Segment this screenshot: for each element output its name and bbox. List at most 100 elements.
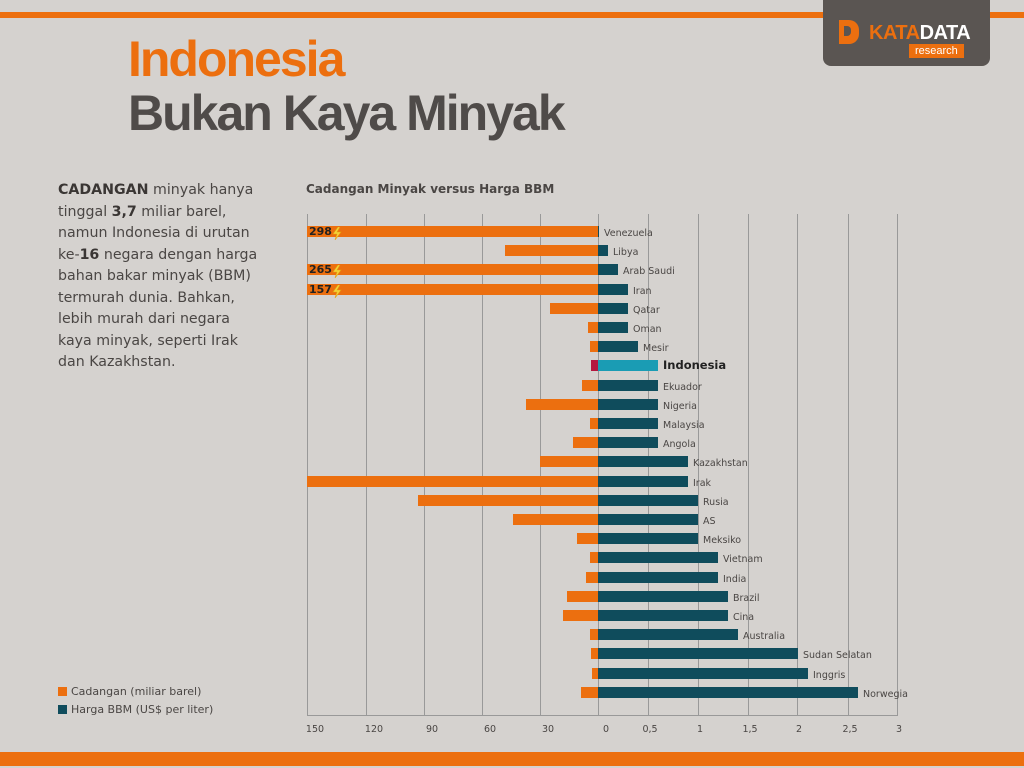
price-bar: [598, 437, 658, 448]
reserve-bar: [549, 303, 598, 314]
price-bar: [598, 495, 698, 506]
category-label: Brazil: [733, 593, 760, 604]
x-tick-label-left: 60: [483, 724, 497, 735]
x-tick-label-right: 0,5: [642, 724, 658, 735]
category-label: AS: [703, 516, 716, 527]
reserve-bar: [307, 284, 598, 295]
price-bar: [598, 284, 628, 295]
intro-paragraph: CADANGAN minyak hanya tinggal 3,7 miliar…: [58, 180, 268, 374]
category-label: Kazakhstan: [693, 458, 748, 469]
category-label: Australia: [743, 631, 786, 642]
legend-item: Harga BBM (US$ per liter): [58, 700, 213, 718]
price-bar: [598, 264, 618, 275]
value-label: 265: [309, 263, 332, 276]
price-bar: [598, 322, 628, 333]
top-accent-bar: [0, 12, 1024, 18]
reserve-bar: [580, 687, 598, 698]
x-tick-label-left: 90: [425, 724, 439, 735]
intro-segment: 16: [79, 246, 100, 263]
intro-segment: miliar barel, namun Indonesia di urutan …: [58, 203, 250, 263]
category-label: Cina: [733, 612, 755, 623]
reserve-bar: [307, 476, 598, 487]
reserve-bar: [526, 399, 598, 410]
price-bar: [598, 591, 728, 602]
category-label: Iran: [633, 286, 652, 297]
page-title-line2: Bukan Kaya Minyak: [128, 85, 566, 141]
bottom-accent-bar: [0, 752, 1024, 766]
x-tick-label-left: 120: [364, 724, 384, 735]
price-bar: [598, 245, 608, 256]
category-label: Irak: [693, 478, 712, 489]
chart-title: Cadangan Minyak versus Harga BBM: [306, 182, 555, 196]
x-tick-label-right: 1: [696, 724, 704, 735]
gridline: [307, 214, 308, 716]
reserve-bar: [307, 226, 598, 237]
x-tick-label-right: 1,5: [742, 724, 758, 735]
price-bar: [598, 303, 628, 314]
logo-brand: KATADATA: [869, 22, 971, 44]
price-bar: [598, 552, 718, 563]
chart-legend: Cadangan (miliar barel) Harga BBM (US$ pe…: [58, 682, 213, 718]
logo-subtitle: research: [909, 44, 964, 58]
axis-break-bolt-icon: [332, 225, 342, 241]
reserve-bar: [590, 418, 598, 429]
category-label: India: [723, 574, 747, 585]
value-label: 157: [309, 283, 332, 296]
price-bar: [598, 648, 798, 659]
price-bar: [598, 456, 688, 467]
reserve-bar: [307, 264, 598, 275]
axis-break-bolt-icon: [332, 263, 342, 279]
reserve-bar: [576, 533, 598, 544]
legend-swatch-icon: [58, 686, 67, 696]
reserve-bar: [590, 341, 598, 352]
reserve-bar: [539, 456, 598, 467]
x-tick-label-right: 3: [895, 724, 903, 735]
gridline: [698, 214, 699, 716]
reserve-bar: [591, 648, 598, 659]
category-label: Inggris: [813, 670, 846, 681]
reserve-bar: [592, 668, 598, 679]
intro-segment: minyak hanya tinggal: [58, 182, 254, 220]
category-label: Sudan Selatan: [803, 650, 872, 661]
price-bar: [598, 514, 698, 525]
legend-label: Harga BBM (US$ per liter): [71, 702, 214, 716]
reserve-bar: [504, 245, 598, 256]
legend-swatch-icon: [58, 704, 67, 714]
category-label: Nigeria: [663, 401, 697, 412]
category-label: Vietnam: [723, 554, 763, 565]
value-label: 298: [309, 225, 332, 238]
gridline: [748, 214, 749, 716]
price-bar: [598, 629, 738, 640]
intro-segment: negara dengan harga bahan bakar minyak (…: [58, 246, 258, 371]
gridline: [424, 214, 425, 716]
price-bar: [598, 476, 688, 487]
page-title-line1: Indonesia: [128, 31, 345, 87]
category-label: Rusia: [703, 497, 729, 508]
gridline: [366, 214, 367, 716]
x-axis-line: [307, 715, 898, 716]
category-label: Angola: [663, 439, 696, 450]
katadata-logo: KATADATA research: [823, 0, 990, 66]
category-label: Qatar: [633, 305, 660, 316]
price-bar: [598, 610, 728, 621]
reserve-bar: [417, 495, 598, 506]
price-bar: [598, 341, 638, 352]
reserve-bar: [582, 380, 598, 391]
reserve-bar: [586, 572, 598, 583]
reserve-bar: [588, 322, 598, 333]
x-tick-label-left: 0: [602, 724, 610, 735]
gridline: [482, 214, 483, 716]
reserve-bar: [590, 629, 598, 640]
category-label: Mesir: [643, 343, 669, 354]
category-label: Libya: [613, 247, 639, 258]
legend-label: Cadangan (miliar barel): [71, 684, 202, 698]
category-label: Meksiko: [703, 535, 742, 546]
x-tick-label-left: 30: [541, 724, 555, 735]
intro-segment: CADANGAN: [58, 182, 149, 198]
price-bar: [598, 687, 858, 698]
category-label: Oman: [633, 324, 662, 335]
gridline: [848, 214, 849, 716]
reserve-bar: [590, 552, 598, 563]
reserve-bar: [563, 610, 598, 621]
